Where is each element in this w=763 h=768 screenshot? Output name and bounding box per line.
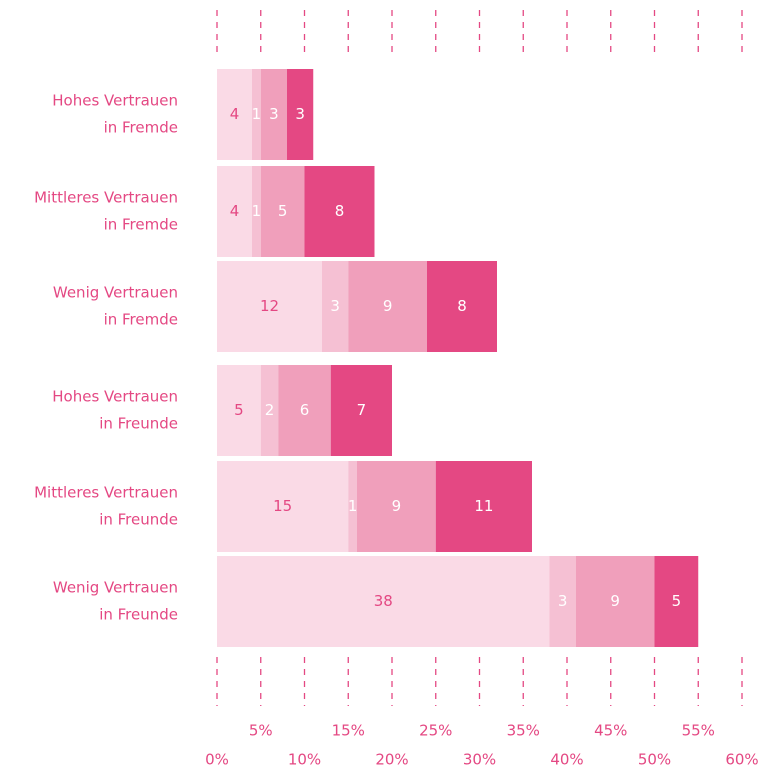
bar-segment bbox=[278, 365, 331, 456]
bar-segment bbox=[217, 365, 261, 456]
data-label: 8 bbox=[335, 202, 345, 220]
bar-segment bbox=[322, 261, 349, 352]
y-tick-label: Wenig Vertrauen bbox=[53, 579, 178, 597]
data-label: 2 bbox=[265, 401, 275, 419]
data-label: 3 bbox=[295, 105, 305, 123]
x-tick-label: 10% bbox=[288, 751, 321, 768]
bar-segment bbox=[304, 166, 375, 257]
data-label: 11 bbox=[474, 497, 493, 515]
y-tick-label: Mittleres Vertrauen bbox=[34, 189, 178, 207]
data-label: 6 bbox=[300, 401, 310, 419]
bar-segment bbox=[252, 166, 261, 257]
data-label: 9 bbox=[392, 497, 402, 515]
y-tick-label: in Fremde bbox=[104, 216, 178, 234]
y-tick-label: in Fremde bbox=[104, 311, 178, 329]
bar-segment bbox=[217, 556, 550, 647]
data-label: 4 bbox=[230, 105, 240, 123]
y-tick-label: Hohes Vertrauen bbox=[52, 388, 178, 406]
x-tick-label: 45% bbox=[594, 722, 627, 740]
bar-segment bbox=[348, 461, 357, 552]
y-tick-label: in Freunde bbox=[99, 415, 178, 433]
data-label: 3 bbox=[330, 297, 340, 315]
x-tick-label: 55% bbox=[682, 722, 715, 740]
data-label: 5 bbox=[234, 401, 244, 419]
bar-segment bbox=[217, 461, 349, 552]
bar-segment bbox=[549, 556, 576, 647]
data-label: 4 bbox=[230, 202, 240, 220]
bar-segment bbox=[654, 556, 699, 647]
bar-segment bbox=[427, 261, 497, 352]
bar-segment bbox=[252, 69, 261, 160]
x-tick-label: 15% bbox=[332, 722, 365, 740]
data-label: 5 bbox=[672, 592, 682, 610]
x-tick-label: 35% bbox=[507, 722, 540, 740]
data-label: 3 bbox=[269, 105, 279, 123]
bar-segment bbox=[575, 556, 655, 647]
data-label: 9 bbox=[610, 592, 620, 610]
data-label: 3 bbox=[558, 592, 568, 610]
bar-segment bbox=[260, 69, 287, 160]
x-tick-label: 50% bbox=[638, 751, 671, 768]
x-tick-label: 0% bbox=[205, 751, 229, 768]
data-label: 1 bbox=[252, 105, 262, 123]
data-label: 8 bbox=[457, 297, 467, 315]
bar-segment bbox=[348, 261, 427, 352]
y-tick-label: Wenig Vertrauen bbox=[53, 284, 178, 302]
x-tick-label: 5% bbox=[249, 722, 273, 740]
y-tick-label: Mittleres Vertrauen bbox=[34, 484, 178, 502]
y-tick-label: Hohes Vertrauen bbox=[52, 92, 178, 110]
bar-segment bbox=[330, 365, 392, 456]
bar-segment bbox=[357, 461, 436, 552]
data-label: 12 bbox=[260, 297, 279, 315]
data-label: 15 bbox=[273, 497, 292, 515]
x-tick-label: 25% bbox=[419, 722, 452, 740]
bar-segment bbox=[217, 261, 322, 352]
bar-segment bbox=[260, 365, 279, 456]
data-label: 1 bbox=[348, 497, 358, 515]
bar-segment bbox=[217, 166, 252, 257]
data-label: 5 bbox=[278, 202, 288, 220]
y-tick-label: in Freunde bbox=[99, 606, 178, 624]
x-tick-label: 40% bbox=[550, 751, 583, 768]
data-label: 38 bbox=[374, 592, 393, 610]
bar-segment bbox=[435, 461, 532, 552]
x-tick-label: 30% bbox=[463, 751, 496, 768]
bar-segment bbox=[217, 69, 252, 160]
x-tick-label: 20% bbox=[375, 751, 408, 768]
y-tick-label: in Fremde bbox=[104, 119, 178, 137]
bar-segment bbox=[287, 69, 314, 160]
bar-segment bbox=[260, 166, 305, 257]
x-tick-label: 60% bbox=[725, 751, 758, 768]
data-label: 9 bbox=[383, 297, 393, 315]
y-tick-label: in Freunde bbox=[99, 511, 178, 529]
data-label: 1 bbox=[252, 202, 262, 220]
data-label: 7 bbox=[357, 401, 367, 419]
